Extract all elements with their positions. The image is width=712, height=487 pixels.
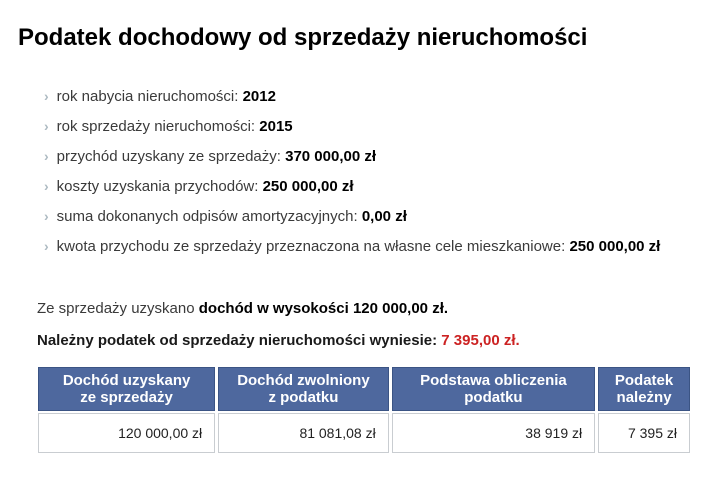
header-line: należny	[616, 389, 672, 406]
tax-summary-line: Należny podatek od sprzedaży nieruchomoś…	[37, 332, 712, 349]
income-summary-prefix: Ze sprzedaży uzyskano	[37, 300, 199, 317]
detail-value: 0,00 zł	[361, 208, 407, 225]
list-item: › koszty uzyskania przychodów: 250 000,00…	[44, 178, 712, 195]
chevron-bullet-icon: ›	[44, 118, 49, 134]
list-item: › suma dokonanych odpisów amortyzacyjnych…	[44, 208, 712, 225]
chevron-bullet-icon: ›	[44, 178, 49, 194]
header-line: Podstawa obliczenia	[420, 372, 567, 389]
header-line: Dochód uzyskany	[62, 372, 191, 389]
detail-label: suma dokonanych odpisów amortyzacyjnych:	[56, 208, 362, 225]
column-header-tax-base: Podstawa obliczenia podatku	[391, 367, 596, 411]
income-summary-line: Ze sprzedaży uzyskano dochód w wysokości…	[37, 300, 712, 317]
detail-value: 2015	[259, 118, 293, 135]
column-header-exempt-income: Dochód zwolniony z podatku	[218, 367, 389, 411]
header-line: z podatku	[268, 389, 339, 406]
page-title: Podatek dochodowy od sprzedaży nieruchom…	[18, 24, 588, 51]
income-summary-amount: dochód w wysokości 120 000,00 zł.	[198, 300, 449, 317]
header-line: ze sprzedaży	[80, 389, 173, 406]
detail-value: 370 000,00 zł	[285, 148, 377, 165]
detail-label: przychód uzyskany ze sprzedaży:	[56, 148, 286, 165]
header-line: Dochód zwolniony	[237, 372, 370, 389]
header-line: podatku	[464, 389, 523, 406]
table-row: 120 000,00 zł 81 081,08 zł 38 919 zł 7 3…	[38, 413, 690, 453]
column-header-income-from-sale: Dochód uzyskany ze sprzedaży	[38, 367, 216, 411]
tax-amount: 7 395,00 zł.	[441, 332, 520, 349]
table-header-row: Dochód uzyskany ze sprzedaży Dochód zwoln…	[38, 367, 690, 411]
chevron-bullet-icon: ›	[44, 238, 49, 254]
detail-label: koszty uzyskania przychodów:	[56, 178, 263, 195]
chevron-bullet-icon: ›	[44, 148, 49, 164]
detail-value: 2012	[242, 88, 276, 105]
column-header-tax-due: Podatek należny	[598, 367, 690, 411]
cell-tax-base: 38 919 zł	[391, 413, 596, 453]
list-item: › rok sprzedaży nieruchomości: 2015	[44, 118, 712, 135]
tax-result-table: Dochód uzyskany ze sprzedaży Dochód zwoln…	[35, 365, 693, 455]
cell-exempt-income: 81 081,08 zł	[218, 413, 389, 453]
property-details-list: › rok nabycia nieruchomości: 2012 › rok sp…	[44, 88, 712, 255]
header-line: Podatek	[614, 372, 674, 389]
list-item: › kwota przychodu ze sprzedaży przeznaczo…	[44, 238, 712, 255]
cell-income-from-sale: 120 000,00 zł	[38, 413, 216, 453]
detail-value: 250 000,00 zł	[569, 238, 661, 255]
detail-label: rok nabycia nieruchomości:	[56, 88, 243, 105]
chevron-bullet-icon: ›	[44, 88, 49, 104]
list-item: › rok nabycia nieruchomości: 2012	[44, 88, 712, 105]
detail-label: rok sprzedaży nieruchomości:	[56, 118, 260, 135]
cell-tax-due: 7 395 zł	[598, 413, 690, 453]
tax-summary-prefix: Należny podatek od sprzedaży nieruchomoś…	[37, 332, 442, 349]
chevron-bullet-icon: ›	[44, 208, 49, 224]
detail-value: 250 000,00 zł	[262, 178, 354, 195]
list-item: › przychód uzyskany ze sprzedaży: 370 000…	[44, 148, 712, 165]
detail-label: kwota przychodu ze sprzedaży przeznaczon…	[56, 238, 570, 255]
